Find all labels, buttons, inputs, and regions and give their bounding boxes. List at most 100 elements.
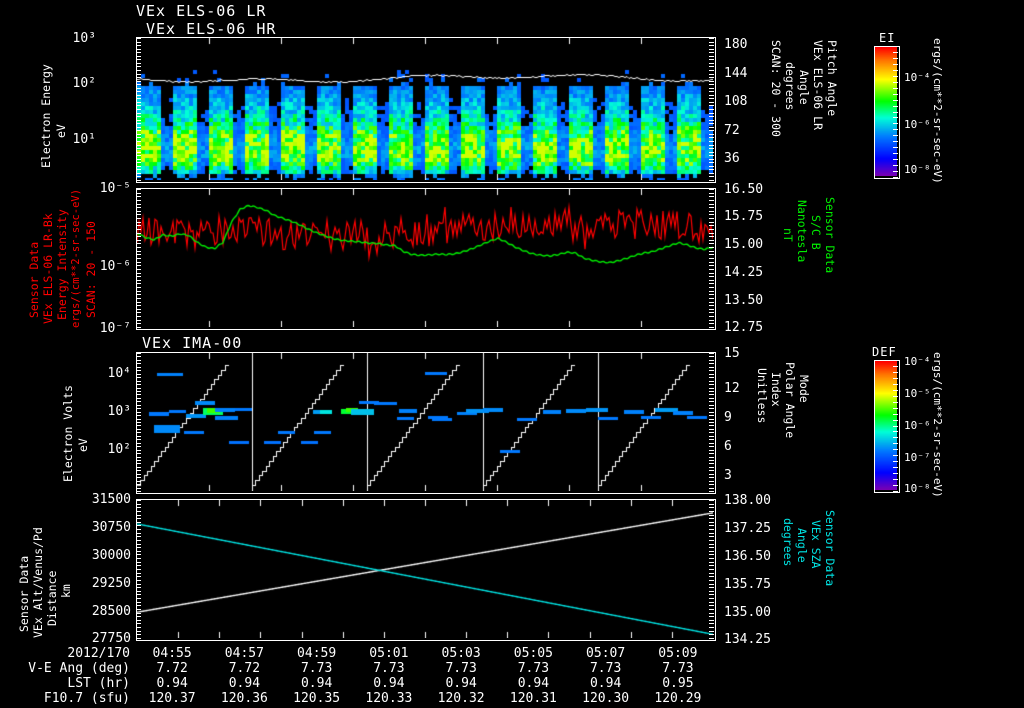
panel3-right-axis-line2: Index xyxy=(769,372,783,407)
panel1-ytick-2: 10¹ xyxy=(72,132,96,147)
colorbar2-tick-0: 10⁻⁴ xyxy=(904,355,931,368)
bottom-cell-f107-3: 120.33 xyxy=(365,691,413,706)
panel4-right-axis-line2: Angle xyxy=(795,528,809,563)
bottom-row-label-0: 2012/170 xyxy=(67,646,130,661)
panel4-left-axis-line2: Distance xyxy=(45,570,59,626)
panel2-left-axis-line3: ergs/(cm**2-sr-sec-eV) xyxy=(70,188,82,328)
panel4-right-axis-line1: VEx SZA xyxy=(809,520,823,569)
panel4-y2tick-4: 135.00 xyxy=(724,605,771,620)
panel1-ytick-0: 10³ xyxy=(72,31,96,46)
altitude-sza-panel[interactable] xyxy=(136,499,716,641)
colorbar1-tick-0: 10⁻⁴ xyxy=(904,71,931,84)
intensity-b-canvas xyxy=(137,189,713,327)
bottom-cell-lst-7: 0.95 xyxy=(662,676,694,691)
bottom-cell-ve_ang-7: 7.73 xyxy=(662,661,694,676)
bottom-cell-f107-6: 120.30 xyxy=(582,691,630,706)
bottom-cell-lst-1: 0.94 xyxy=(228,676,261,691)
panel4-ytick-3: 29250 xyxy=(91,576,131,591)
bottom-cell-ve_ang-5: 7.73 xyxy=(517,661,550,676)
bottom-cell-f107-5: 120.31 xyxy=(509,691,557,706)
panel1-y2tick-0: 180 xyxy=(724,37,748,52)
bottom-cell-time-3: 05:01 xyxy=(369,646,409,661)
panel4-y2tick-5: 134.25 xyxy=(724,632,771,647)
bottom-cell-ve_ang-6: 7.73 xyxy=(589,661,622,676)
panel4-left-axis-line0: Sensor Data xyxy=(17,555,31,632)
panel3-ytick-0: 10⁴ xyxy=(107,366,131,381)
panel4-y2tick-2: 136.50 xyxy=(724,549,771,564)
panel4-right-axis-line3: degrees xyxy=(781,518,795,567)
panel1-y2tick-4: 36 xyxy=(724,151,740,166)
panel1-right-axis-line4: SCAN: 20 - 300 xyxy=(769,40,783,137)
bottom-cell-f107-4: 120.32 xyxy=(437,691,485,706)
panel3-y2tick-1: 12 xyxy=(724,381,740,396)
panel1-y2tick-3: 72 xyxy=(724,123,740,138)
panel1-right-axis-line1: VEx ELS-06 LR xyxy=(811,40,825,131)
panel4-y2tick-0: 138.00 xyxy=(724,493,771,508)
bottom-cell-f107-2: 120.35 xyxy=(293,691,341,706)
colorbar1-title: EI xyxy=(879,31,896,45)
colorbar2-tick-3: 10⁻⁷ xyxy=(904,451,931,464)
panel4-right-axis-line0: Sensor Data xyxy=(823,510,837,587)
panel3-ytick-1: 10³ xyxy=(107,404,131,419)
bottom-cell-time-6: 05:07 xyxy=(586,646,626,661)
panel3-y2tick-3: 6 xyxy=(724,439,732,454)
panel3-left-axis-title: Electron Volts xyxy=(61,385,75,482)
bottom-cell-lst-3: 0.94 xyxy=(373,676,405,691)
panel1-left-axis-units: eV xyxy=(54,124,68,138)
panel4-y2tick-3: 135.75 xyxy=(724,577,771,592)
panel4-ytick-0: 31500 xyxy=(91,492,131,507)
energy-intensity-panel[interactable] xyxy=(136,188,716,330)
panel4-left-axis-line3: km xyxy=(59,584,73,598)
panel4-ytick-5: 27750 xyxy=(91,631,131,646)
panel3-y2tick-4: 3 xyxy=(724,468,732,483)
panel2-ytick-0: 10⁻⁵ xyxy=(99,181,131,196)
bottom-cell-f107-7: 120.29 xyxy=(654,691,702,706)
panel3-right-axis-line1: Polar Angle xyxy=(783,362,797,439)
panel1-title-lr: VEx ELS-06 LR xyxy=(136,2,267,20)
panel2-y2tick-3: 14.25 xyxy=(724,265,764,280)
bottom-cell-time-2: 04:59 xyxy=(297,646,337,661)
bottom-cell-lst-5: 0.94 xyxy=(517,676,550,691)
bottom-row-label-3: F10.7 (sfu) xyxy=(43,691,130,706)
panel3-right-axis-line3: Unitless xyxy=(755,368,769,424)
spectrogram-canvas xyxy=(137,38,713,180)
bottom-cell-lst-6: 0.94 xyxy=(589,676,622,691)
colorbar2-tick-4: 10⁻⁸ xyxy=(904,482,931,495)
bottom-cell-time-4: 05:03 xyxy=(441,646,481,661)
colorbar1[interactable] xyxy=(874,46,900,179)
panel1-right-axis-line3: degrees xyxy=(783,62,797,111)
panel1-y2tick-1: 144 xyxy=(724,66,748,81)
colorbar2-units: ergs/(cm**2-sr-sec-eV) xyxy=(931,352,944,498)
bottom-row-label-2: LST (hr) xyxy=(67,676,130,691)
bottom-cell-f107-1: 120.36 xyxy=(220,691,268,706)
colorbar2-tick-2: 10⁻⁶ xyxy=(904,419,931,432)
panel2-ytick-2: 10⁻⁷ xyxy=(99,321,131,336)
panel2-left-axis-line4: SCAN: 20 - 150 xyxy=(84,221,98,318)
colorbar2-title: DEF xyxy=(872,345,897,359)
electron-energy-spectrogram-panel[interactable] xyxy=(136,37,716,183)
panel3-right-axis-line0: Mode xyxy=(797,375,811,403)
panel4-ytick-4: 28500 xyxy=(91,604,131,619)
bottom-row-label-1: V-E Ang (deg) xyxy=(28,661,130,676)
bottom-cell-ve_ang-3: 7.73 xyxy=(373,661,405,676)
panel2-left-axis-line0: Sensor Data xyxy=(27,241,41,318)
panel1-y2tick-2: 108 xyxy=(724,94,748,109)
bottom-cell-lst-4: 0.94 xyxy=(445,676,477,691)
panel2-right-axis-line2: Nanotesla xyxy=(795,200,809,263)
panel1-right-axis-line2: Angle xyxy=(797,70,811,105)
panel1-title-hr: VEx ELS-06 HR xyxy=(146,20,277,38)
panel2-y2tick-1: 15.75 xyxy=(724,209,764,224)
panel3-left-axis-units: eV xyxy=(76,438,90,452)
bottom-cell-ve_ang-1: 7.72 xyxy=(228,661,261,676)
ima-spectrogram-panel[interactable] xyxy=(136,352,716,494)
panel4-ytick-2: 30000 xyxy=(91,548,131,563)
bottom-cell-time-7: 05:09 xyxy=(658,646,698,661)
panel2-right-axis-line3: nT xyxy=(781,228,795,242)
bottom-cell-ve_ang-0: 7.72 xyxy=(156,661,188,676)
panel4-ytick-1: 30750 xyxy=(91,520,131,535)
panel3-y2tick-0: 15 xyxy=(724,346,740,361)
colorbar1-gradient xyxy=(875,47,897,176)
panel2-y2tick-0: 16.50 xyxy=(724,182,764,197)
colorbar1-units: ergs/(cm**2-sr-sec-eV) xyxy=(931,38,944,184)
colorbar2[interactable] xyxy=(874,360,900,493)
